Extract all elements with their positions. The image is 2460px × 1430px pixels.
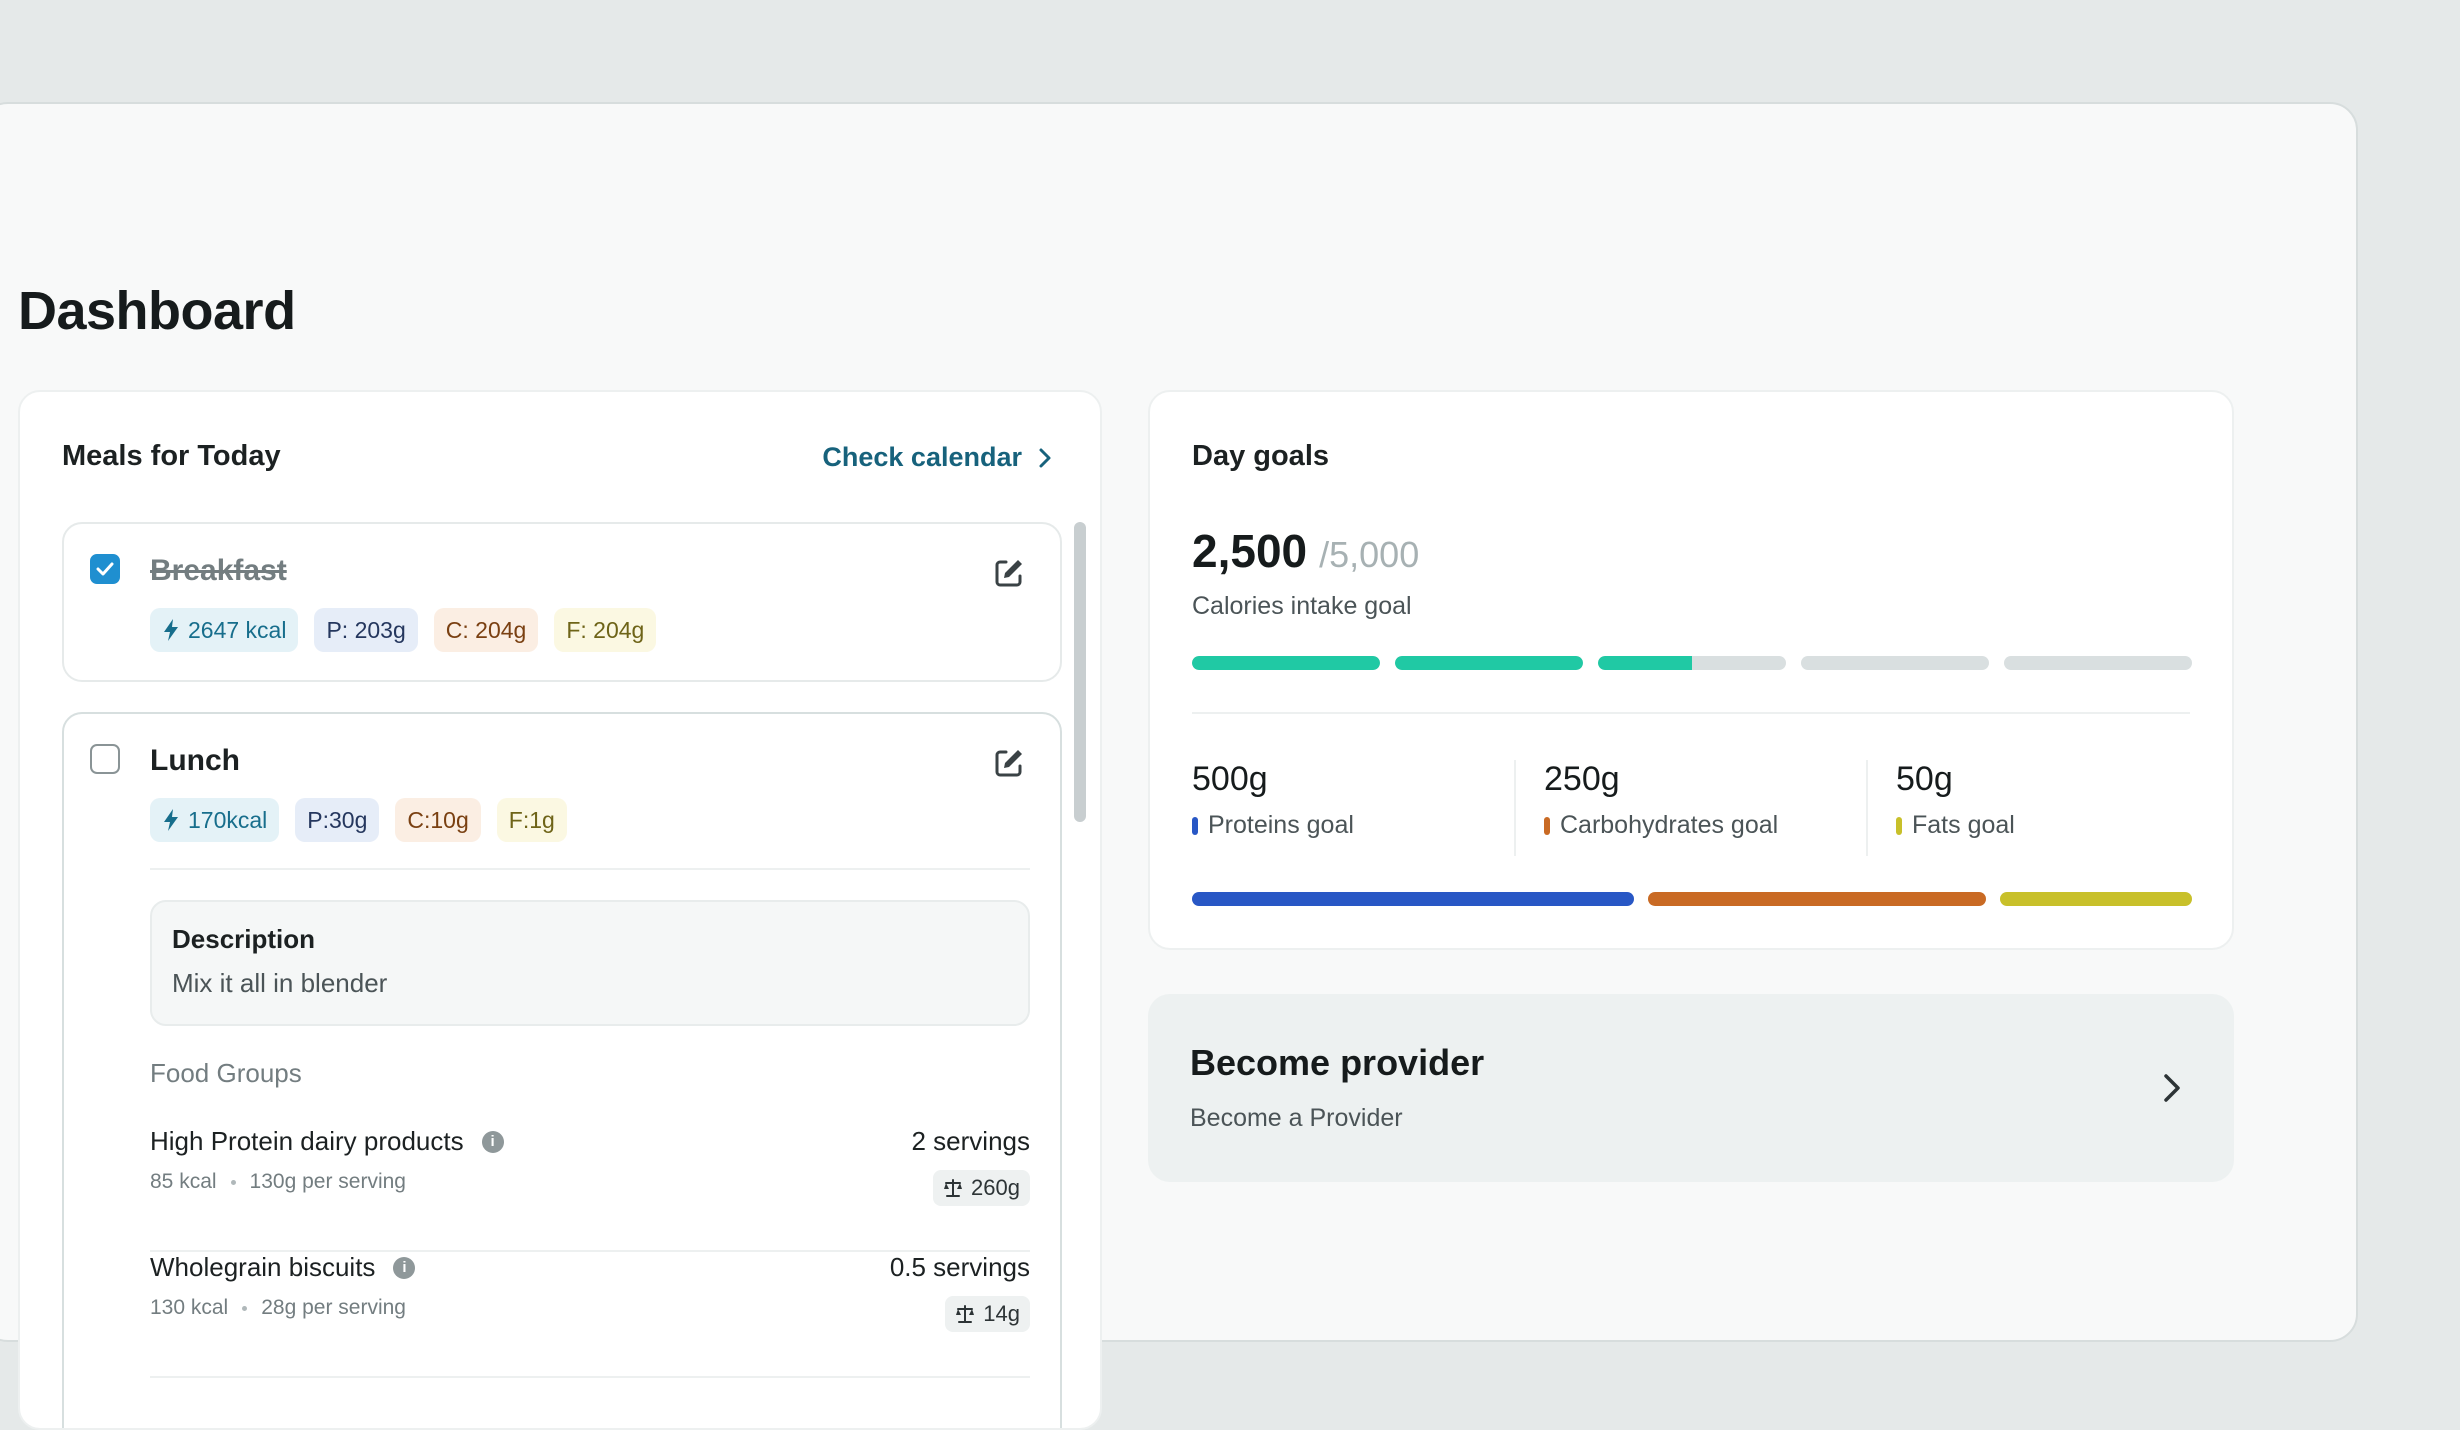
carbs-goal: 250g Carbohydrates goal [1544,760,1778,860]
macro-chips: 170kcal P:30g C:10g F:1g [150,798,567,842]
meal-name: Lunch [150,744,240,777]
calorie-progress-segment [1598,656,1786,670]
fats-goal-label: Fats goal [1912,811,2015,839]
scrollbar-thumb[interactable] [1074,522,1086,822]
scale-icon [944,1179,963,1197]
meals-title: Meals for Today [62,440,281,472]
food-name: Wholegrain biscuits i [150,1252,416,1283]
meals-scrollbar[interactable] [1074,522,1086,1428]
food-groups-label: Food Groups [150,1058,302,1088]
provider-title: Become provider [1190,1042,1485,1083]
protein-color-mark [1192,816,1198,835]
protein-bar [1192,892,1634,906]
app-frame: Dashboard Meals for Today Check calendar… [0,102,2358,1430]
row-divider [150,1376,1030,1378]
fat-chip: F: 204g [554,608,657,652]
food-per-serving: 130g per serving [249,1170,406,1193]
info-icon[interactable]: i [393,1256,416,1279]
divider [150,868,1030,870]
meal-checkbox-breakfast[interactable] [90,554,120,584]
kcal-chip: 2647 kcal [150,608,299,652]
protein-goal-label: Proteins goal [1208,811,1354,839]
protein-goal-value: 500g [1192,760,1268,798]
meals-card: Meals for Today Check calendar Breakfast… [18,390,1102,1430]
weight-value: 14g [983,1301,1020,1326]
macro-separator [1866,760,1868,856]
calories-value: 2,500 /5,000 [1192,524,1419,578]
meal-name: Breakfast [150,554,287,587]
fat-chip: F:1g [496,798,567,842]
protein-goal-label-row: Proteins goal [1192,811,1354,840]
food-meta: 130 kcal 28g per serving [150,1296,406,1320]
food-per-serving: 28g per serving [261,1296,406,1319]
food-row[interactable]: High Protein dairy products i 85 kcal 13… [150,1126,1030,1252]
carbs-bar [1648,892,1986,906]
bolt-icon [164,619,178,641]
food-name-text: Wholegrain biscuits [150,1252,376,1282]
chevron-right-icon[interactable] [2162,1072,2182,1104]
divider [1192,712,2190,714]
kcal-value: 170kcal [188,806,268,833]
food-kcal: 85 kcal [150,1170,217,1193]
calories-total: /5,000 [1319,534,1420,575]
kcal-value: 2647 kcal [188,616,287,643]
check-calendar-label: Check calendar [822,442,1022,472]
scale-icon [956,1305,975,1323]
calorie-progress-segment [2004,656,2192,670]
fats-goal-value: 50g [1896,760,1953,798]
carbs-goal-label-row: Carbohydrates goal [1544,811,1778,840]
meal-card-lunch[interactable]: Lunch 170kcal P:30g C:10g F:1g Descripti… [62,712,1062,1428]
weight-chip: 14g [945,1296,1030,1332]
carbs-chip: C: 204g [433,608,539,652]
calories-current: 2,500 [1192,525,1308,577]
separator-dot [230,1179,236,1185]
fats-color-mark [1896,816,1902,835]
protein-chip: P: 203g [314,608,418,652]
description-text: Mix it all in blender [172,968,388,998]
day-goals-card: Day goals 2,500 /5,000 Calories intake g… [1148,390,2234,950]
chevron-right-icon [1039,448,1051,467]
calorie-progress-segment [1192,656,1380,670]
provider-subtitle: Become a Provider [1190,1104,1403,1132]
protein-chip: P:30g [295,798,380,842]
weight-value: 260g [971,1175,1020,1200]
carbs-goal-value: 250g [1544,760,1620,798]
edit-icon[interactable] [992,556,1026,590]
food-servings: 2 servings [911,1126,1031,1156]
carbs-chip: C:10g [395,798,481,842]
carbs-color-mark [1544,816,1550,835]
calorie-progress-segment [1395,656,1583,670]
check-icon [96,562,114,576]
carbs-goal-label: Carbohydrates goal [1560,811,1779,839]
calories-label: Calories intake goal [1192,592,1412,620]
kcal-chip: 170kcal [150,798,280,842]
become-provider-card[interactable]: Become provider Become a Provider [1148,994,2234,1182]
calorie-progress-segment [1801,656,1989,670]
weight-chip: 260g [933,1170,1030,1206]
meal-checkbox-lunch[interactable] [90,744,120,774]
food-kcal: 130 kcal [150,1296,229,1319]
macro-separator [1514,760,1516,856]
fats-goal-label-row: Fats goal [1896,811,2015,840]
food-name: High Protein dairy products i [150,1126,504,1157]
description-title: Description [172,924,316,954]
fats-goal: 50g Fats goal [1896,760,2015,860]
page-title: Dashboard [18,281,296,341]
edit-icon[interactable] [992,746,1026,780]
food-row[interactable]: Wholegrain biscuits i 130 kcal 28g per s… [150,1252,1030,1378]
separator-dot [242,1305,248,1311]
check-calendar-link[interactable]: Check calendar [822,442,1052,473]
info-icon[interactable]: i [481,1130,504,1153]
description-box: Description Mix it all in blender [150,900,1030,1026]
food-name-text: High Protein dairy products [150,1126,464,1156]
bolt-icon [164,809,178,831]
macro-chips: 2647 kcal P: 203g C: 204g F: 204g [150,608,657,652]
day-goals-title: Day goals [1192,440,1329,472]
protein-goal: 500g Proteins goal [1192,760,1354,860]
meal-card-breakfast[interactable]: Breakfast 2647 kcal P: 203g C: 204g F: 2… [62,522,1062,682]
food-servings: 0.5 servings [889,1252,1030,1282]
food-meta: 85 kcal 130g per serving [150,1170,406,1194]
fats-bar [2000,892,2192,906]
row-divider [150,1250,1030,1252]
